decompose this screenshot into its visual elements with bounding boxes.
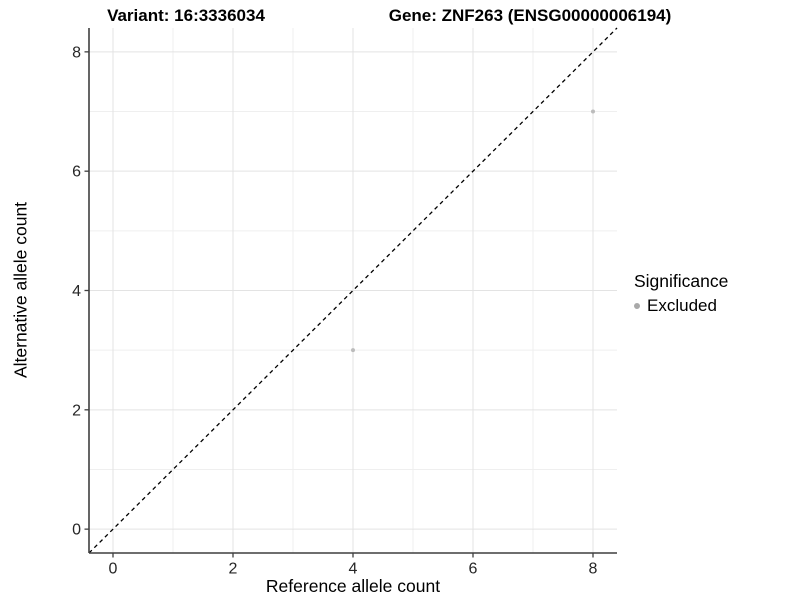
y-tick-label: 2 [72, 402, 81, 419]
legend: Significance Excluded [634, 271, 728, 316]
legend-item-excluded: Excluded [634, 296, 728, 316]
legend-title: Significance [634, 271, 729, 291]
y-axis-label: Alternative allele count [10, 201, 31, 379]
x-tick-label: 2 [229, 561, 238, 578]
y-tick-label: 0 [72, 522, 81, 539]
legend-item-label: Excluded [647, 296, 717, 315]
y-tick-label: 4 [72, 283, 81, 300]
x-tick-label: 8 [589, 561, 598, 578]
x-axis-label: Reference allele count [265, 576, 441, 596]
y-tick-label: 6 [72, 164, 81, 181]
variant-title: Variant: 16:3336034 [107, 6, 265, 25]
y-tick-label: 8 [72, 44, 81, 61]
data-point [351, 348, 355, 353]
x-tick-label: 0 [109, 561, 118, 578]
gene-title: Gene: ZNF263 (ENSG00000006194) [388, 6, 672, 25]
data-point [591, 109, 595, 114]
excluded-point-icon [634, 303, 640, 309]
x-tick-label: 4 [349, 561, 358, 578]
x-tick-label: 6 [469, 561, 478, 578]
